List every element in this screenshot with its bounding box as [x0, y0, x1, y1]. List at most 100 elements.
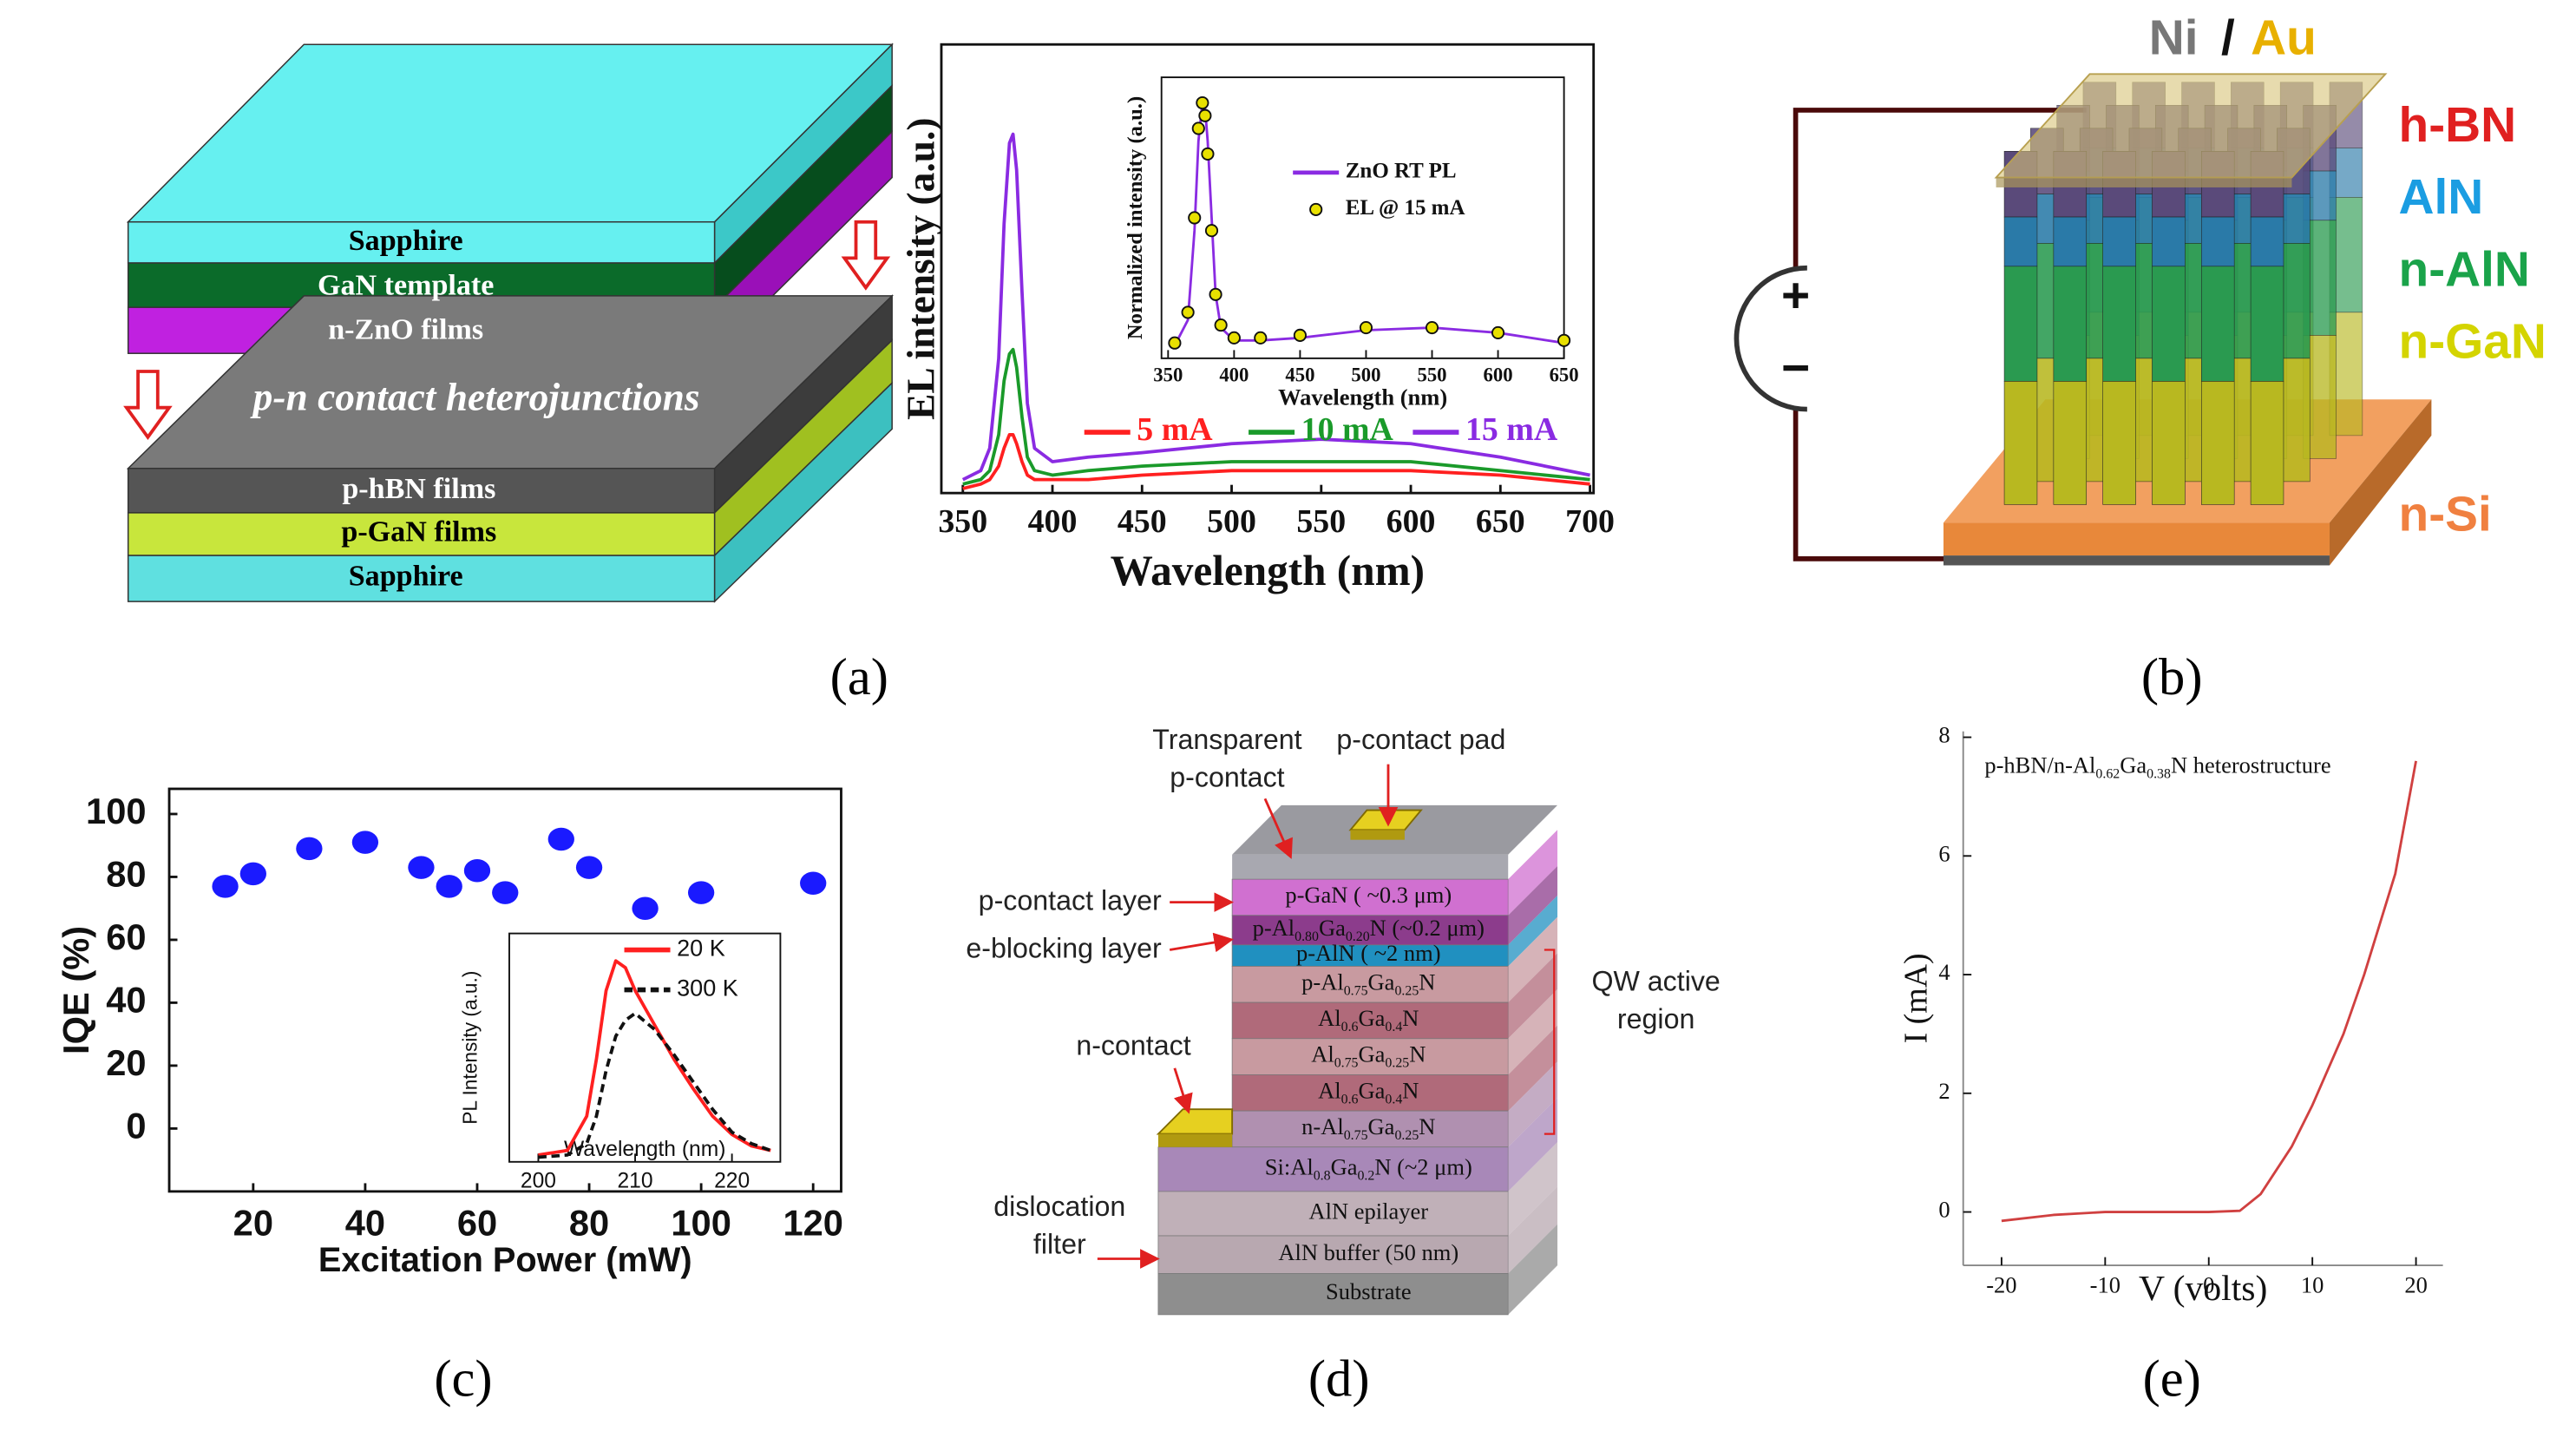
layer-label: n-Al0.75Ga0.25N — [1301, 1113, 1435, 1143]
x-tick-label: 20 — [2404, 1271, 2427, 1297]
annotation-line: n-contact — [1076, 1029, 1190, 1060]
plot-frame — [1962, 730, 2444, 1267]
text-segment: 0.4 — [1385, 1092, 1402, 1106]
annotation-line: Transparent — [1152, 724, 1301, 755]
layer-side — [1508, 830, 1558, 916]
text-segment: p-GaN ( ~0.3 μm) — [1285, 882, 1452, 908]
layer-side — [1508, 1061, 1558, 1147]
text-segment: N — [1402, 1077, 1419, 1103]
legend-label: 5 mA — [1137, 411, 1213, 448]
arrow — [841, 220, 891, 291]
x-tick-label: 550 — [1296, 503, 1346, 540]
layer — [1231, 966, 1509, 1003]
layer-label: Substrate — [1326, 1278, 1412, 1304]
layer-label: p-GaN ( ~0.3 μm) — [1285, 882, 1452, 908]
slab-side — [713, 381, 893, 603]
x-axis-label: Wavelength (nm) — [564, 1138, 725, 1161]
annotation: Transparent p-contact — [1152, 724, 1301, 793]
data-point — [212, 875, 239, 898]
n-contact — [1156, 1108, 1234, 1135]
layer-label: h-BN — [2399, 98, 2517, 153]
text-segment: Ga — [1331, 1153, 1358, 1179]
data-point — [1214, 318, 1228, 332]
y-tick-label: 0 — [126, 1105, 146, 1146]
y-tick-label: 80 — [106, 853, 146, 894]
annotation-line: region — [1617, 1002, 1694, 1034]
text-segment: AlN buffer (50 nm) — [1278, 1239, 1458, 1265]
y-axis-label: EL intensity (a.u.) — [899, 117, 942, 419]
data-point — [1359, 320, 1373, 335]
text-segment: 0.62 — [2095, 767, 2120, 782]
layer — [1231, 1074, 1509, 1112]
annotation: dislocation filter — [993, 1190, 1125, 1259]
layer-label: Sapphire — [349, 560, 463, 592]
y-axis-label: Normalized intensity (a.u.) — [1124, 96, 1147, 339]
data-point — [239, 862, 266, 886]
y-tick-label: 6 — [1938, 840, 1950, 866]
text-segment: 0.25 — [1394, 983, 1419, 998]
wire — [1793, 108, 2087, 272]
layer-label: p-Al0.75Ga0.25N — [1301, 969, 1435, 998]
chart: 200 210 220 Wavelength (nm) PL Intensity (a.… — [458, 932, 782, 1193]
nanowire-segment — [2250, 216, 2284, 267]
x-tick-label: 550 — [1417, 364, 1446, 386]
layer-label: n-AlN — [2399, 242, 2530, 297]
nanowire-segment — [2003, 216, 2038, 267]
data-point — [1196, 95, 1209, 110]
y-tick-label: 2 — [1938, 1078, 1950, 1104]
layer-label: n-Si — [2399, 488, 2492, 542]
layer — [1231, 1038, 1509, 1075]
legend-label: ZnO RT PL — [1346, 160, 1457, 183]
x-tick-label: 80 — [569, 1202, 609, 1243]
layer-label: p-hBN/n-Al0.62Ga0.38N heterostructure — [1984, 752, 2330, 781]
x-tick-label: 350 — [1153, 364, 1183, 386]
data-point — [1198, 108, 1212, 122]
wire — [1793, 407, 1991, 561]
x-tick-label: 400 — [1028, 503, 1078, 540]
x-tick-label: -20 — [1986, 1271, 2016, 1297]
layer-side — [1508, 1025, 1558, 1112]
panel-d-schematic: p-GaN ( ~0.3 μm)p-Al0.80Ga0.20N (~0.2 μm… — [966, 724, 1721, 1316]
data-point — [1188, 211, 1202, 225]
text-segment: N heterostructure — [2171, 752, 2331, 778]
layer-side — [1508, 953, 1558, 1039]
x-axis-label: Wavelength (nm) — [1278, 384, 1447, 410]
x-axis-label: V (volts) — [2139, 1269, 2267, 1309]
text-segment: Al — [1318, 1077, 1341, 1103]
x-tick-label: 600 — [1386, 503, 1436, 540]
data-point — [1181, 305, 1195, 319]
legend-label: 15 mA — [1465, 411, 1558, 448]
layer-label: AlN buffer (50 nm) — [1278, 1239, 1458, 1265]
text-segment: N — [1409, 1041, 1426, 1067]
nanowire-segment — [2102, 266, 2136, 382]
nanowire-segment — [2250, 266, 2284, 382]
nanowire-segment — [2053, 216, 2088, 267]
data-point — [1204, 224, 1219, 238]
text-segment: Ga — [1319, 915, 1346, 941]
annotation-arrow — [1173, 1067, 1193, 1114]
nanowire-segment — [2200, 381, 2235, 505]
x-tick-label: 400 — [1219, 364, 1249, 386]
layer-label: Si:Al0.8Ga0.2N (~2 μm) — [1265, 1153, 1472, 1183]
data-point — [1201, 147, 1215, 161]
legend-label: 300 K — [677, 975, 738, 1001]
data-point — [1209, 287, 1222, 301]
nanowire-segment — [2102, 216, 2136, 267]
layer-label: Al0.75Ga0.25N — [1311, 1041, 1426, 1071]
legend-label: 20 K — [677, 935, 725, 962]
x-tick-label: 210 — [618, 1170, 653, 1193]
data-point — [800, 871, 827, 895]
layer — [1231, 944, 1509, 967]
layer-label: GaN template — [318, 269, 494, 301]
text-segment: 0.75 — [1334, 1056, 1359, 1071]
x-tick-label: 220 — [714, 1170, 750, 1193]
text-segment: 0.8 — [1314, 1168, 1331, 1183]
x-axis-label: Excitation Power (mW) — [318, 1241, 692, 1279]
text-segment: 0.38 — [2147, 767, 2171, 782]
substrate-edge — [1943, 555, 2330, 566]
data-point — [296, 837, 323, 861]
annotation: QW active region — [1591, 965, 1720, 1034]
x-tick-label: 120 — [783, 1202, 842, 1243]
x-tick-label: 650 — [1476, 503, 1525, 540]
